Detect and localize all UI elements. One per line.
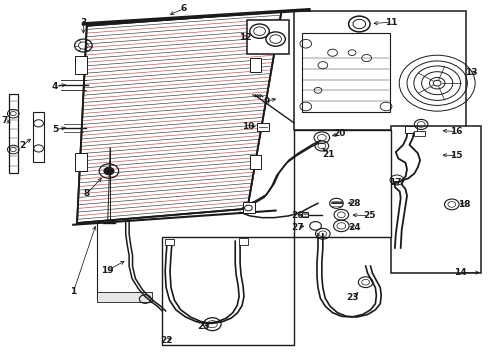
Bar: [75, 153, 86, 171]
Text: 13: 13: [465, 68, 477, 77]
Bar: [75, 56, 86, 74]
Text: 14: 14: [453, 268, 466, 277]
Bar: [96, 292, 152, 302]
Text: 23: 23: [197, 322, 209, 331]
Bar: [165, 239, 174, 245]
Bar: [9, 94, 18, 173]
Text: 21: 21: [322, 150, 334, 159]
Bar: [302, 212, 307, 217]
Text: 10: 10: [242, 122, 254, 131]
Circle shape: [104, 167, 114, 175]
Bar: [302, 33, 389, 112]
Bar: [242, 202, 254, 213]
Text: 24: 24: [347, 223, 360, 232]
Text: 17: 17: [388, 178, 400, 187]
Text: 27: 27: [291, 223, 303, 232]
Bar: [239, 238, 247, 244]
Text: 3: 3: [80, 18, 86, 27]
Text: 22: 22: [160, 336, 172, 345]
Bar: [33, 112, 44, 162]
Text: 6: 6: [181, 4, 187, 13]
Text: 9: 9: [263, 96, 269, 105]
Bar: [293, 130, 390, 237]
Text: 1: 1: [70, 287, 77, 296]
Text: 16: 16: [449, 127, 462, 136]
Text: 12: 12: [238, 33, 251, 42]
Text: 5: 5: [52, 125, 58, 134]
Bar: [247, 21, 288, 54]
Text: 11: 11: [384, 18, 396, 27]
Bar: [413, 131, 424, 136]
Bar: [249, 58, 260, 72]
Text: 28: 28: [347, 199, 360, 208]
Text: 8: 8: [83, 189, 90, 198]
Text: 4: 4: [52, 82, 58, 91]
Text: 20: 20: [333, 129, 346, 138]
Bar: [293, 12, 466, 130]
Bar: [257, 123, 268, 131]
Bar: [162, 237, 293, 345]
Bar: [249, 155, 260, 169]
Text: 26: 26: [291, 211, 303, 220]
Text: 7: 7: [1, 116, 8, 125]
Text: 15: 15: [449, 151, 462, 160]
Polygon shape: [77, 12, 281, 223]
Text: 19: 19: [101, 266, 114, 275]
Text: 2: 2: [19, 141, 25, 150]
Bar: [390, 126, 480, 273]
Bar: [404, 126, 416, 134]
Text: 23: 23: [345, 293, 358, 302]
Text: 25: 25: [362, 211, 375, 220]
Text: 18: 18: [457, 200, 469, 209]
